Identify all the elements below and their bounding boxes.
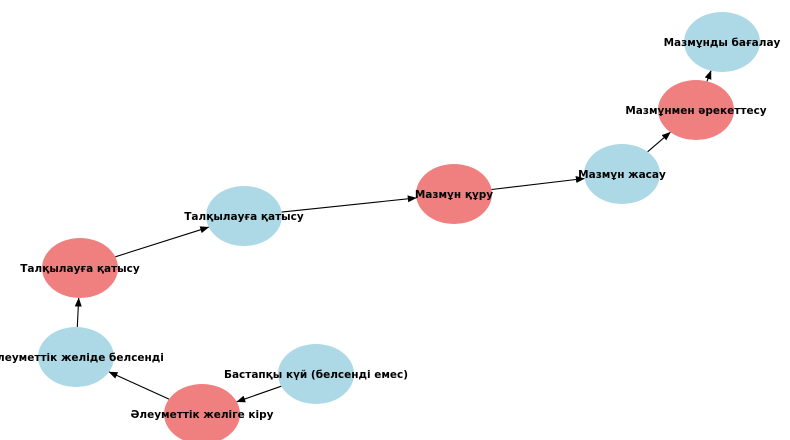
state-node-create: Мазмұн жасау xyxy=(578,144,666,204)
state-node-label: Мазмұнды бағалау xyxy=(664,37,781,49)
state-node-label: Мазмұн жасау xyxy=(578,169,666,181)
state-node-initial: Бастапқы күй (белсенді емес) xyxy=(224,344,408,404)
edge-initial-to-join xyxy=(236,385,282,403)
edge-discuss_red-to-discuss_blue xyxy=(115,226,210,258)
state-node-shape xyxy=(416,164,492,224)
state-node-label: Талқылауға қатысу xyxy=(184,211,304,223)
state-node-discuss_blue: Талқылауға қатысу xyxy=(184,186,304,246)
state-node-shape xyxy=(684,12,760,72)
state-node-interact: Мазмұнмен әрекеттесу xyxy=(625,80,767,140)
edge-active-to-discuss_red xyxy=(74,297,82,328)
state-node-shape xyxy=(164,384,240,440)
state-node-label: Әлеуметтік желіге кіру xyxy=(130,409,273,421)
state-node-label: Мазмұнмен әрекеттесу xyxy=(625,105,766,117)
state-node-shape xyxy=(658,80,734,140)
state-node-evaluate: Мазмұнды бағалау xyxy=(664,12,781,72)
edge-interact-to-evaluate xyxy=(704,70,712,82)
state-node-label: Мазмұн құру xyxy=(415,189,493,201)
state-node-label: Бастапқы күй (белсенді емес) xyxy=(224,369,408,381)
state-node-shape xyxy=(42,238,118,298)
edge-join-to-active xyxy=(108,371,170,400)
edge-create-to-interact xyxy=(647,131,671,153)
edge-discuss_blue-to-build xyxy=(281,195,417,213)
state-node-discuss_red: Талқылауға қатысу xyxy=(20,238,140,298)
state-node-build: Мазмұн құру xyxy=(415,164,493,224)
edge-build-to-create xyxy=(491,176,585,191)
state-node-join: Әлеуметтік желіге кіру xyxy=(130,384,274,440)
edges-layer xyxy=(74,70,712,403)
nodes-layer: Бастапқы күй (белсенді емес) Әлеуметтік ж… xyxy=(0,12,781,440)
state-node-active: Әлеуметтік желіде белсенді xyxy=(0,327,164,387)
state-node-shape xyxy=(584,144,660,204)
state-node-label: Талқылауға қатысу xyxy=(20,263,140,275)
state-node-shape xyxy=(38,327,114,387)
state-node-shape xyxy=(206,186,282,246)
state-node-shape xyxy=(278,344,354,404)
state-node-label: Әлеуметтік желіде белсенді xyxy=(0,352,164,364)
